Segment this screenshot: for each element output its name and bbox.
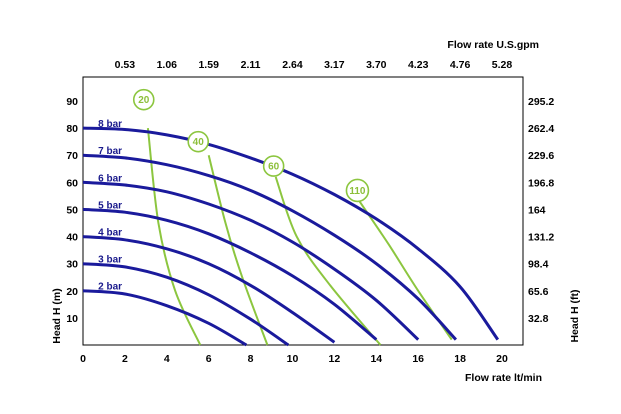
right-tick-label: 32.8 bbox=[528, 313, 549, 325]
pressure-label: 4 bar bbox=[98, 227, 122, 238]
right-tick-labels: 32.8 65.6 98.4 131.2 164 196.8 229.6 262.4 295.2 bbox=[528, 96, 554, 325]
top-tick-label: 2.64 bbox=[282, 59, 303, 71]
air-label-circle bbox=[345, 178, 370, 203]
bottom-axis-title: Flow rate lt/min bbox=[465, 372, 542, 384]
pressure-curve-7-bar bbox=[82, 153, 458, 341]
top-axis-title: Flow rate U.S.gpm bbox=[447, 39, 539, 51]
right-tick-label: 262.4 bbox=[528, 123, 554, 135]
bottom-tick-label: 4 bbox=[164, 353, 170, 365]
left-tick-label: 70 bbox=[66, 150, 78, 162]
top-tick-labels: 0.53 1.06 1.59 2.11 2.64 3.17 3.70 4.23 4.76 5.28 bbox=[115, 59, 513, 71]
left-tick-label: 10 bbox=[66, 313, 78, 325]
pressure-curve-3-bar bbox=[82, 262, 290, 347]
left-tick-label: 50 bbox=[66, 204, 78, 216]
air-label-110: 110 bbox=[349, 186, 366, 197]
left-tick-label: 80 bbox=[66, 123, 78, 135]
right-tick-label: 131.2 bbox=[528, 232, 554, 244]
pressure-label: 5 bar bbox=[98, 200, 122, 211]
air-consumption-labels: 20 40 60 110 bbox=[132, 88, 370, 203]
bottom-tick-label: 18 bbox=[454, 353, 466, 365]
air-label-40: 40 bbox=[193, 137, 205, 148]
top-tick-label: 3.17 bbox=[324, 59, 345, 71]
bottom-tick-label: 0 bbox=[80, 353, 86, 365]
air-label-circle bbox=[187, 130, 210, 153]
top-tick-label: 4.23 bbox=[408, 59, 429, 71]
pressure-curve-4-bar bbox=[82, 235, 336, 344]
pressure-curves bbox=[82, 126, 500, 347]
top-tick-label: 1.06 bbox=[157, 59, 178, 71]
top-tick-label: 2.11 bbox=[241, 59, 261, 71]
left-tick-label: 40 bbox=[66, 232, 78, 244]
right-tick-label: 295.2 bbox=[528, 96, 554, 108]
air-label-20: 20 bbox=[138, 95, 150, 106]
air-consumption-curves bbox=[146, 127, 453, 346]
pressure-curve-5-bar bbox=[82, 207, 378, 341]
left-axis-title: Head H (m) bbox=[51, 288, 63, 343]
right-tick-label: 98.4 bbox=[528, 259, 549, 271]
right-tick-label: 164 bbox=[528, 204, 546, 216]
top-tick-label: 3.70 bbox=[366, 59, 387, 71]
top-tick-label: 1.59 bbox=[198, 59, 219, 71]
pressure-label: 7 bar bbox=[98, 146, 122, 157]
left-tick-labels: 10 20 30 40 50 60 70 80 90 bbox=[66, 96, 78, 325]
bottom-tick-label: 20 bbox=[496, 353, 508, 365]
top-tick-label: 5.28 bbox=[492, 59, 513, 71]
pressure-label: 2 bar bbox=[98, 282, 122, 293]
air-curve-20 bbox=[146, 127, 202, 346]
right-tick-label: 196.8 bbox=[528, 177, 554, 189]
bottom-tick-label: 12 bbox=[329, 353, 341, 365]
pressure-curve-6-bar bbox=[82, 180, 420, 341]
left-tick-label: 20 bbox=[66, 286, 78, 298]
bottom-tick-label: 2 bbox=[122, 353, 128, 365]
right-axis-title: Head H (ft) bbox=[569, 289, 581, 342]
pressure-curve-2-bar bbox=[82, 289, 248, 347]
right-tick-label: 65.6 bbox=[528, 286, 549, 298]
pressure-label: 8 bar bbox=[98, 119, 122, 130]
air-curve-40 bbox=[207, 154, 269, 346]
left-tick-label: 60 bbox=[66, 177, 78, 189]
bottom-tick-labels: 0 2 4 6 8 10 12 14 16 18 20 bbox=[80, 353, 508, 365]
left-tick-label: 30 bbox=[66, 259, 78, 271]
right-tick-label: 229.6 bbox=[528, 150, 554, 162]
pressure-label: 3 bar bbox=[98, 255, 122, 266]
bottom-tick-label: 8 bbox=[248, 353, 254, 365]
air-label-circle bbox=[132, 88, 155, 111]
bottom-tick-label: 16 bbox=[412, 353, 424, 365]
air-curve-60 bbox=[274, 176, 382, 346]
pressure-label: 6 bar bbox=[98, 173, 122, 184]
air-label-60: 60 bbox=[268, 162, 280, 173]
top-tick-label: 0.53 bbox=[115, 59, 136, 71]
left-tick-label: 90 bbox=[66, 96, 78, 108]
bottom-tick-label: 14 bbox=[370, 353, 382, 365]
pressure-curve-8-bar bbox=[82, 126, 500, 341]
bottom-tick-label: 10 bbox=[287, 353, 299, 365]
top-tick-label: 4.76 bbox=[450, 59, 471, 71]
air-label-circle bbox=[262, 155, 285, 177]
bottom-tick-label: 6 bbox=[206, 353, 212, 365]
plot-frame bbox=[82, 76, 524, 346]
pressure-labels: 2 bar 3 bar 4 bar 5 bar 6 bar 7 bar 8 bar bbox=[98, 119, 122, 293]
